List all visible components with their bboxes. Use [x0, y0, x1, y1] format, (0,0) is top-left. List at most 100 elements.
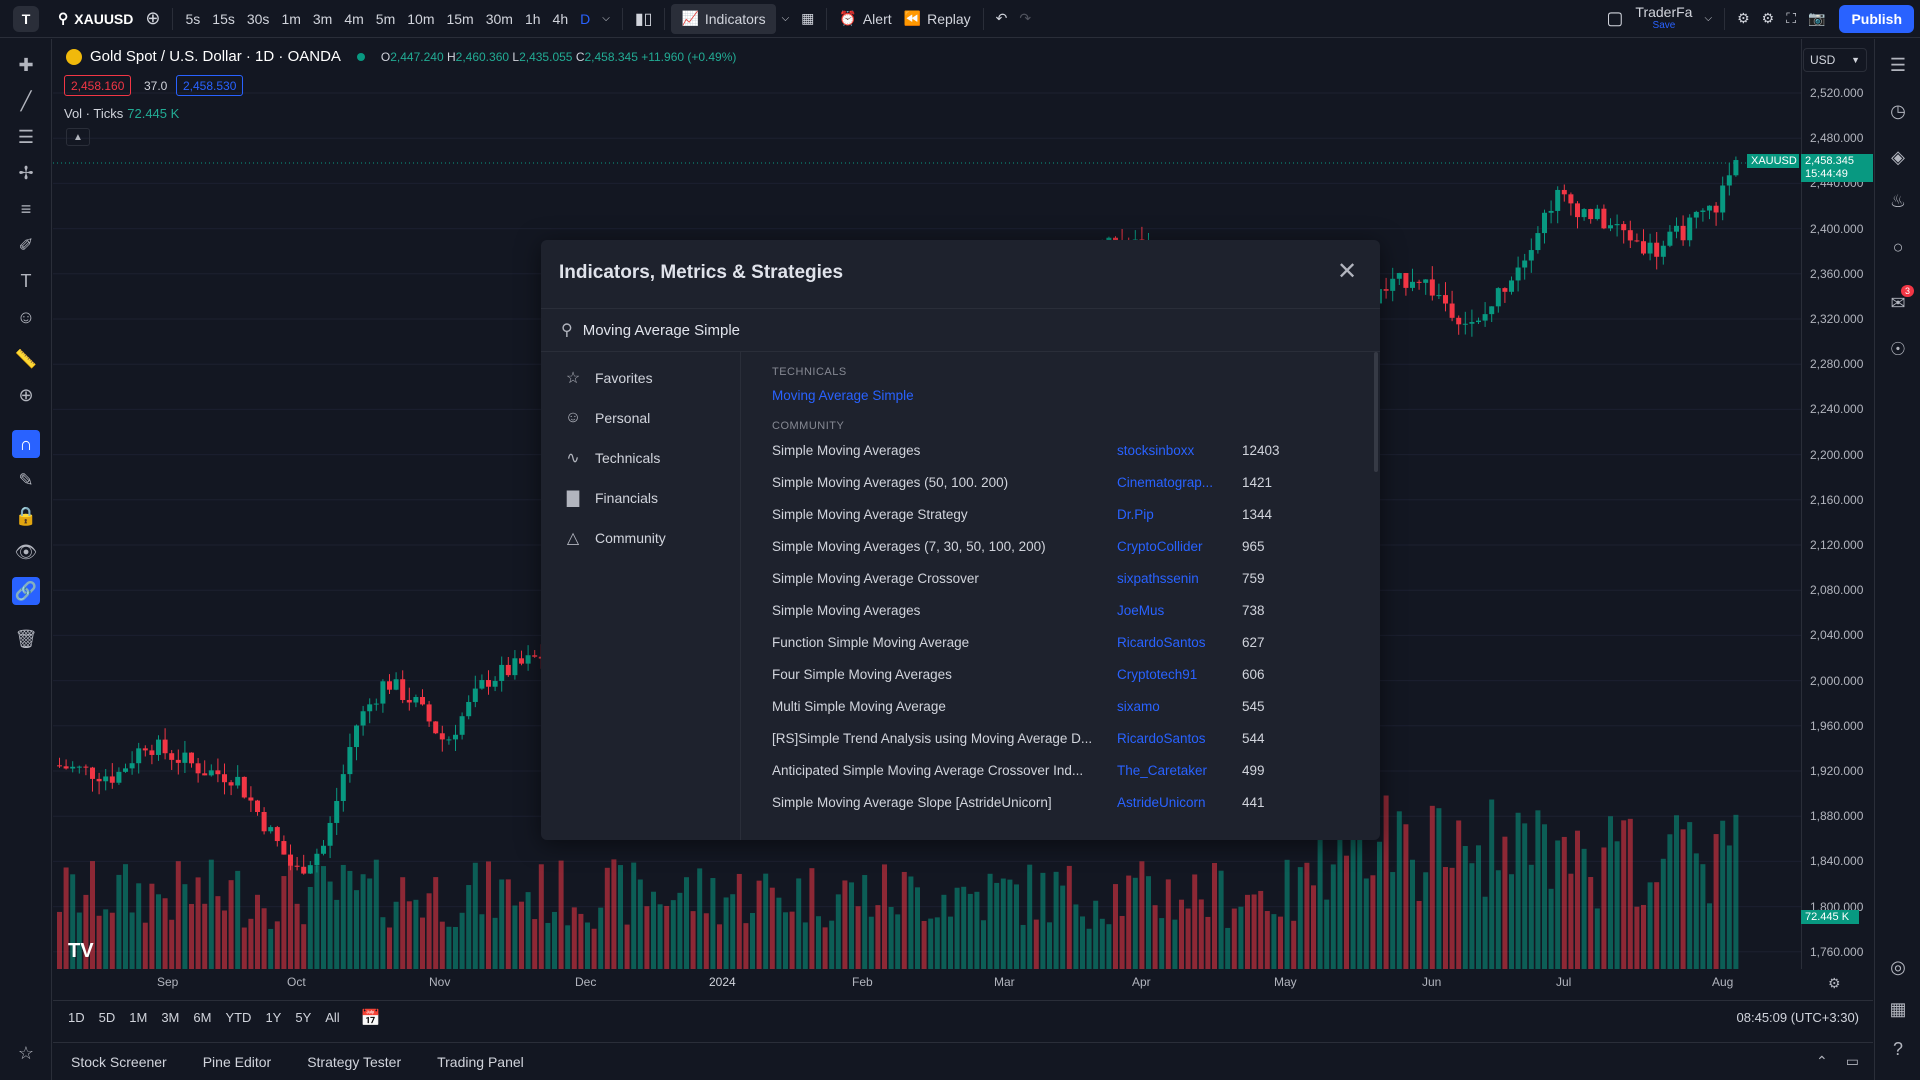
range-1y[interactable]: 1Y [265, 1010, 282, 1025]
range-all[interactable]: All [325, 1010, 340, 1025]
script-author-link[interactable]: sixpathssenin [1117, 570, 1199, 586]
interval-3m[interactable]: 3m [312, 10, 333, 27]
brush-icon[interactable]: ✐ [18, 234, 34, 255]
redo-icon[interactable]: ↷ [1019, 10, 1032, 26]
nav-financials[interactable]: ▇ Financials [541, 478, 740, 518]
bottom-tab-strategy-tester[interactable]: Strategy Tester [307, 1053, 402, 1070]
eye-icon[interactable]: 👁 [14, 541, 38, 562]
layout-square-icon[interactable]: ▢ [1606, 8, 1624, 28]
close-icon[interactable]: ✕ [1336, 257, 1358, 285]
watchlist-icon[interactable]: ☰ [1889, 54, 1907, 75]
nav-technicals[interactable]: ∿ Technicals [541, 438, 740, 478]
quick-search-icon[interactable]: ⚙ [1737, 10, 1750, 26]
ideas-lightbulb-icon[interactable]: ○ [1892, 236, 1904, 257]
script-author-link[interactable]: RicardoSantos [1117, 634, 1206, 650]
candle-type-icon[interactable]: ▮▯ [634, 10, 653, 28]
community-result-row[interactable]: Function Simple Moving Average RicardoSan… [742, 626, 1372, 658]
star-icon[interactable]: ☆ [17, 1042, 35, 1063]
range-5y[interactable]: 5Y [295, 1010, 312, 1025]
currency-select[interactable]: USD ▼ [1803, 48, 1867, 72]
interval-1h[interactable]: 1h [524, 10, 541, 27]
community-result-row[interactable]: Simple Moving Averages stocksinboxx 12403 [742, 434, 1372, 466]
publish-button[interactable]: Publish [1839, 4, 1914, 33]
interval-5s[interactable]: 5s [185, 10, 201, 27]
chat-icon[interactable]: ✉ 3 [1884, 285, 1914, 317]
lock-icon[interactable]: 🔒 [14, 505, 38, 526]
collapse-panel-chevron-up-icon[interactable]: ⌃ [1816, 1053, 1828, 1069]
magnet-icon[interactable]: ∩ [12, 430, 40, 458]
interval-4m[interactable]: 4m [344, 10, 364, 27]
maximize-panel-icon[interactable]: ▭ [1845, 1053, 1859, 1069]
indicator-search-input[interactable] [582, 321, 1283, 339]
ruler-icon[interactable]: 📏 [14, 348, 38, 369]
stay-in-drawing-mode-icon[interactable]: ✎ [18, 469, 34, 490]
range-6m[interactable]: 6M [193, 1010, 212, 1025]
range-ytd[interactable]: YTD [225, 1010, 252, 1025]
indicators-dropdown-chevron-icon[interactable]: ⌵ [781, 13, 790, 24]
script-author-link[interactable]: AstrideUnicorn [1117, 794, 1206, 810]
ask-price-box[interactable]: 2,458.530 [176, 75, 244, 96]
interval-30m[interactable]: 30m [485, 10, 513, 27]
nav-favorites[interactable]: ☆ Favorites [541, 358, 740, 398]
script-author-link[interactable]: Dr.Pip [1117, 506, 1154, 522]
script-author-link[interactable]: RicardoSantos [1117, 730, 1206, 746]
bottom-tab-pine-editor[interactable]: Pine Editor [202, 1053, 272, 1070]
interval-10m[interactable]: 10m [407, 10, 435, 27]
help-icon[interactable]: ? [1892, 1038, 1903, 1059]
alert-button[interactable]: ⏰ Alert [833, 0, 897, 38]
emoji-icon[interactable]: ☺ [16, 306, 36, 327]
nav-personal[interactable]: ☺ Personal [541, 398, 740, 438]
layouts-grid-icon[interactable]: ▦ [801, 10, 815, 26]
nav-community[interactable]: △ Community [541, 518, 740, 558]
interval-30s[interactable]: 30s [246, 10, 270, 27]
interval-5m[interactable]: 5m [375, 10, 396, 27]
interval-15s[interactable]: 15s [212, 10, 235, 27]
interval-dropdown-chevron-icon[interactable]: ⌵ [602, 13, 610, 24]
bid-price-box[interactable]: 2,458.160 [64, 75, 132, 96]
horizontal-lines-icon[interactable]: ☰ [17, 126, 35, 147]
community-result-row[interactable]: Multi Simple Moving Average sixamo 545 [742, 690, 1372, 722]
range-5d[interactable]: 5D [98, 1010, 116, 1025]
script-author-link[interactable]: The_Caretaker [1117, 762, 1208, 778]
undo-icon[interactable]: ↶ [995, 10, 1008, 26]
camera-icon[interactable]: 📷 [1808, 10, 1826, 26]
community-result-row[interactable]: Simple Moving Average Strategy Dr.Pip 1344 [742, 498, 1372, 530]
results-scrollbar[interactable] [1374, 352, 1378, 472]
bottom-tab-stock-screener[interactable]: Stock Screener [71, 1053, 167, 1070]
link-icon[interactable]: 🔗 [12, 577, 40, 605]
layers-icon[interactable]: ◈ [1891, 146, 1905, 167]
target-icon[interactable]: ◎ [1890, 956, 1906, 977]
fib-retracement-icon[interactable]: ≡ [20, 198, 32, 219]
settings-gear-icon[interactable]: ⚙ [1761, 10, 1775, 26]
script-author-link[interactable]: Cryptotech91 [1117, 666, 1198, 682]
script-author-link[interactable]: sixamo [1117, 698, 1160, 714]
calendar-icon[interactable]: ▦ [1889, 998, 1907, 1019]
community-result-row[interactable]: Simple Moving Average Slope [AstrideUnic… [742, 786, 1372, 818]
clock-timezone[interactable]: 08:45:09 (UTC+3:30) [1736, 1010, 1859, 1025]
script-author-link[interactable]: CryptoCollider [1117, 538, 1203, 554]
trend-line-icon[interactable]: ╱ [20, 90, 32, 111]
community-result-row[interactable]: Anticipated Simple Moving Average Crosso… [742, 754, 1372, 786]
range-1m[interactable]: 1M [129, 1010, 148, 1025]
compare-add-icon[interactable]: ⊕ [145, 8, 161, 28]
community-result-row[interactable]: [RS]Simple Trend Analysis using Moving A… [742, 722, 1372, 754]
interval-4h[interactable]: 4h [552, 10, 569, 27]
tradingview-logo[interactable]: T [0, 0, 52, 38]
interval-1m[interactable]: 1m [281, 10, 301, 27]
community-result-row[interactable]: Simple Moving Average Crossover sixpathss… [742, 562, 1372, 594]
community-result-row[interactable]: Simple Moving Averages (7, 30, 50, 100, … [742, 530, 1372, 562]
hotlists-flame-icon[interactable]: ♨ [1889, 190, 1907, 211]
community-result-row[interactable]: Simple Moving Averages (50, 100. 200) Cin… [742, 466, 1372, 498]
script-author-link[interactable]: JoeMus [1117, 602, 1165, 618]
technical-result-item[interactable]: Moving Average Simple [772, 387, 914, 403]
time-axis[interactable]: Sep Oct Nov Dec 2024 Feb Mar Apr May Jun Jul Aug [53, 969, 1873, 997]
alerts-clock-icon[interactable]: ◷ [1890, 100, 1906, 121]
price-axis[interactable]: 2,520.000 2,480.000 2,440.000 2,400.000 2,36… [1801, 39, 1873, 969]
indicators-button[interactable]: 📈 Indicators [671, 3, 776, 34]
pitchfork-icon[interactable]: ✢ [18, 162, 34, 183]
legend-title[interactable]: Gold Spot / U.S. Dollar · 1D · OANDA [90, 48, 341, 65]
volume-legend[interactable]: Vol · Ticks 72.445 K [64, 106, 179, 121]
interval-D[interactable]: D [580, 10, 591, 27]
interval-15m[interactable]: 15m [446, 10, 474, 27]
symbol-search-button[interactable]: ⚲ XAUUSD [52, 0, 139, 38]
